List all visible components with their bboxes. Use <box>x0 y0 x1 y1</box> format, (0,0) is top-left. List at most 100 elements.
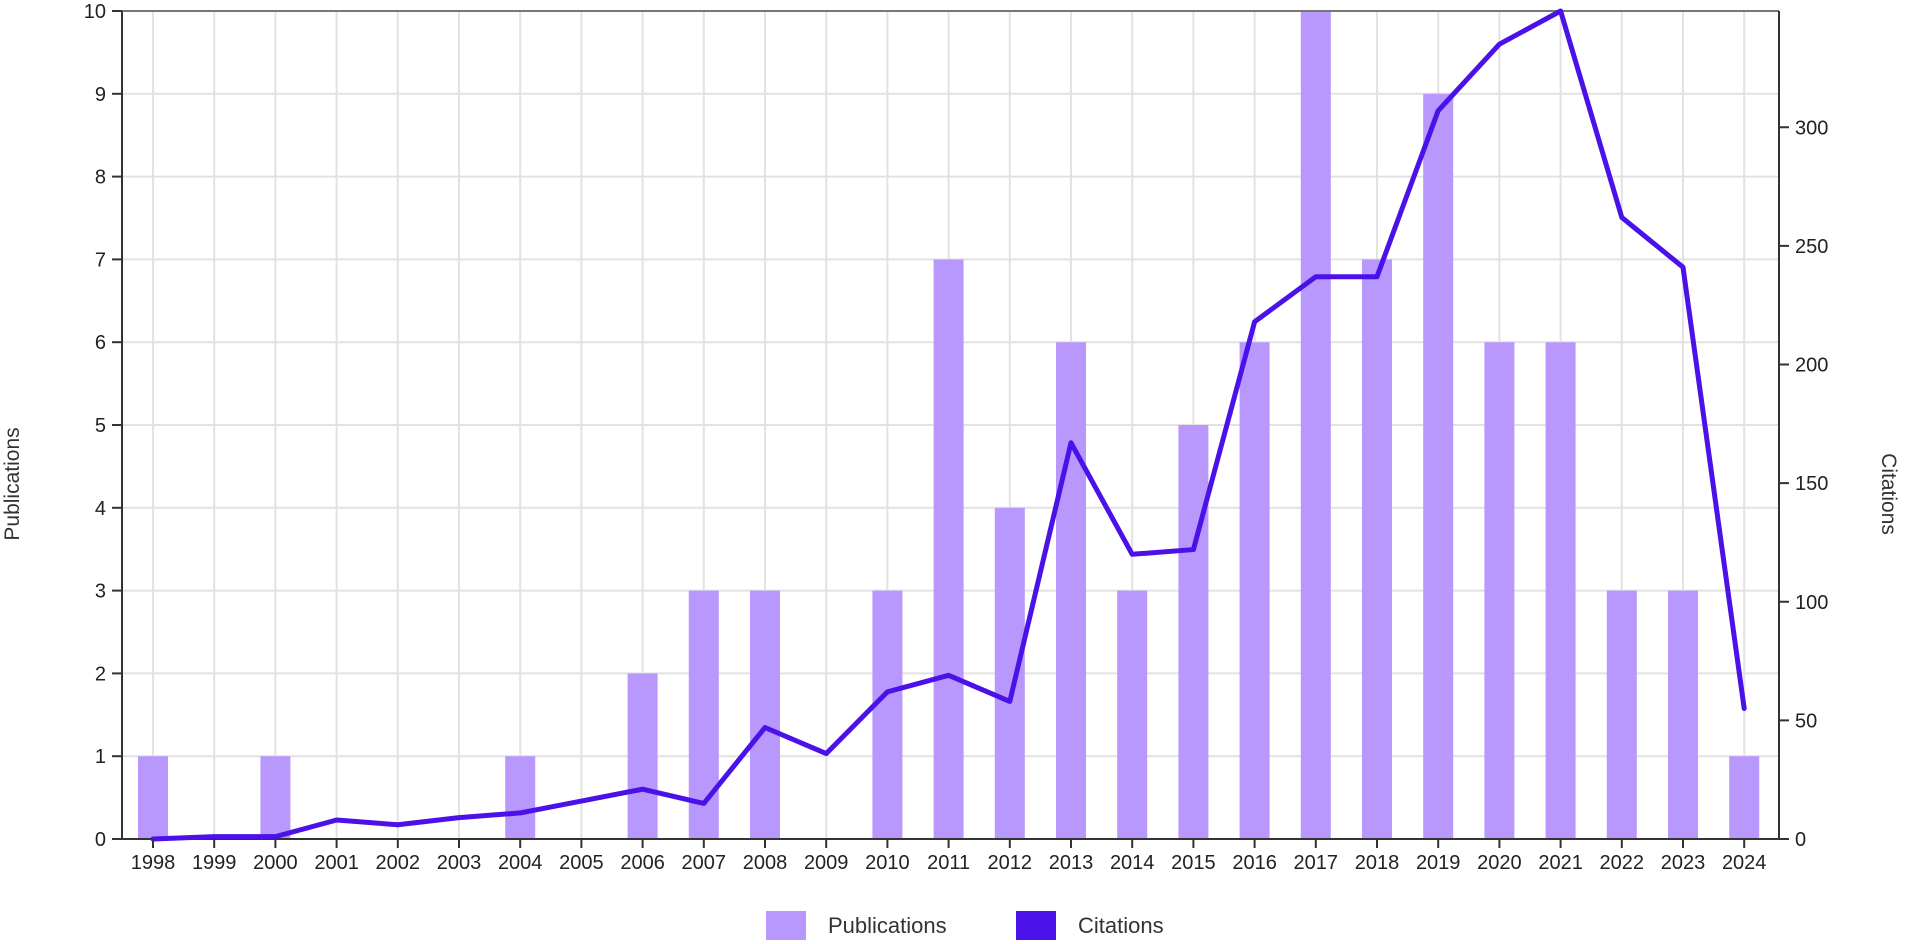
bar-publications-2020 <box>1484 342 1515 839</box>
y-tick-label: 2 <box>95 663 106 685</box>
bar-publications-2006 <box>627 673 658 839</box>
citations-point-2020 <box>1498 43 1500 45</box>
x-tick-label: 2000 <box>253 852 298 874</box>
legend-label-citations: Citations <box>1078 913 1164 938</box>
x-tick-label: 2013 <box>1049 852 1094 874</box>
y-tick-label: 4 <box>95 498 106 520</box>
bar-publications-2000 <box>260 756 291 839</box>
x-tick-label: 2019 <box>1416 852 1461 874</box>
citations-point-2007 <box>703 802 705 804</box>
citations-point-2008 <box>764 726 766 728</box>
x-tick-label: 2003 <box>437 852 482 874</box>
y2-tick-label: 250 <box>1795 236 1828 258</box>
citations-point-2022 <box>1621 216 1623 218</box>
x-tick-label: 2004 <box>498 852 543 874</box>
x-tick-label: 2018 <box>1355 852 1400 874</box>
bar-publications-2010 <box>872 590 903 839</box>
y-tick-label: 3 <box>95 581 106 603</box>
x-tick-label: 2011 <box>927 852 970 874</box>
x-tick-label: 2009 <box>804 852 849 874</box>
x-tick-label: 2002 <box>376 852 421 874</box>
publications-bars <box>138 11 1760 840</box>
citations-line-group <box>150 8 1747 842</box>
citations-point-2000 <box>274 836 276 838</box>
bar-publications-2004 <box>505 756 536 839</box>
bar-publications-2022 <box>1606 590 1637 839</box>
x-tick-label: 2020 <box>1477 852 1522 874</box>
x-tick-label: 2012 <box>988 852 1033 874</box>
x-tick-label: 2016 <box>1232 852 1277 874</box>
y-tick-label: 10 <box>84 1 106 23</box>
citations-point-2021 <box>1560 10 1562 12</box>
x-tick-label: 2024 <box>1722 852 1767 874</box>
x-tick-label: 2006 <box>620 852 665 874</box>
y-tick-label: 7 <box>95 249 106 271</box>
bar-publications-2018 <box>1362 259 1392 839</box>
citations-point-2014 <box>1131 553 1133 555</box>
y-tick-label: 6 <box>95 332 106 354</box>
bar-publications-1998 <box>138 756 168 839</box>
x-tick-label: 2010 <box>865 852 910 874</box>
bar-publications-2014 <box>1117 590 1148 839</box>
citations-point-2005 <box>580 800 582 802</box>
citations-point-2015 <box>1192 549 1194 551</box>
citations-point-2017 <box>1315 276 1317 278</box>
citations-point-2001 <box>336 819 338 821</box>
legend: Publications Citations <box>766 911 1164 940</box>
citations-point-2024 <box>1743 708 1745 710</box>
legend-swatch-publications <box>766 911 806 940</box>
bar-publications-2019 <box>1423 93 1454 840</box>
x-tick-label: 2007 <box>682 852 727 874</box>
y2-tick-label: 200 <box>1795 355 1828 377</box>
bar-publications-2008 <box>750 590 780 839</box>
bar-publications-2015 <box>1178 425 1209 839</box>
citations-point-2013 <box>1070 442 1072 444</box>
y2-tick-label: 150 <box>1795 473 1828 495</box>
x-tick-label: 2014 <box>1110 852 1155 874</box>
y2-tick-label: 0 <box>1795 829 1806 851</box>
x-tick-label: 2023 <box>1661 852 1706 874</box>
citations-point-2016 <box>1254 321 1256 323</box>
bar-publications-2013 <box>1056 342 1086 839</box>
y2-axis-title: Citations <box>1877 453 1900 535</box>
citations-point-2012 <box>1009 700 1011 702</box>
bar-publications-2007 <box>688 590 719 839</box>
x-tick-label: 2017 <box>1294 852 1339 874</box>
bar-publications-2016 <box>1239 342 1270 839</box>
citations-point-2018 <box>1376 276 1378 278</box>
bar-publications-2023 <box>1668 590 1698 839</box>
x-tick-label: 2022 <box>1600 852 1645 874</box>
x-tick-label: 2015 <box>1171 852 1216 874</box>
y-tick-labels: 0 1 2 3 4 5 6 7 8 9 10 <box>84 1 122 851</box>
citations-point-2004 <box>519 812 521 814</box>
citations-point-2023 <box>1682 266 1684 268</box>
y2-tick-label: 50 <box>1795 710 1817 732</box>
x-tick-label: 1998 <box>131 852 176 874</box>
bar-publications-2024 <box>1729 756 1760 839</box>
citations-point-2011 <box>948 674 950 676</box>
x-tick-label: 2001 <box>314 852 359 874</box>
y-tick-label: 9 <box>95 84 106 106</box>
bar-publications-2021 <box>1545 342 1576 839</box>
y-tick-label: 1 <box>95 746 106 768</box>
citations-point-2003 <box>458 817 460 819</box>
x-tick-labels: 1998 1999 2000 2001 2002 2003 2004 2005 2006 2007… <box>131 839 1767 874</box>
citations-point-1999 <box>213 836 215 838</box>
citations-point-2006 <box>642 788 644 790</box>
legend-label-publications: Publications <box>828 913 947 938</box>
y2-tick-label: 300 <box>1795 117 1828 139</box>
y-tick-label: 0 <box>95 829 106 851</box>
y-axis-title: Publications <box>1 427 24 540</box>
y2-tick-label: 100 <box>1795 592 1828 614</box>
x-tick-label: 2005 <box>559 852 604 874</box>
x-tick-label: 1999 <box>192 852 237 874</box>
citations-point-2002 <box>397 824 399 826</box>
y2-tick-labels: 0 50 100 150 200 250 300 <box>1779 117 1828 851</box>
citations-point-2010 <box>886 691 888 693</box>
bar-publications-2017 <box>1300 11 1331 839</box>
y-tick-label: 5 <box>95 415 106 437</box>
x-tick-label: 2008 <box>743 852 788 874</box>
x-tick-label: 2021 <box>1538 852 1583 874</box>
y-tick-label: 8 <box>95 167 106 189</box>
